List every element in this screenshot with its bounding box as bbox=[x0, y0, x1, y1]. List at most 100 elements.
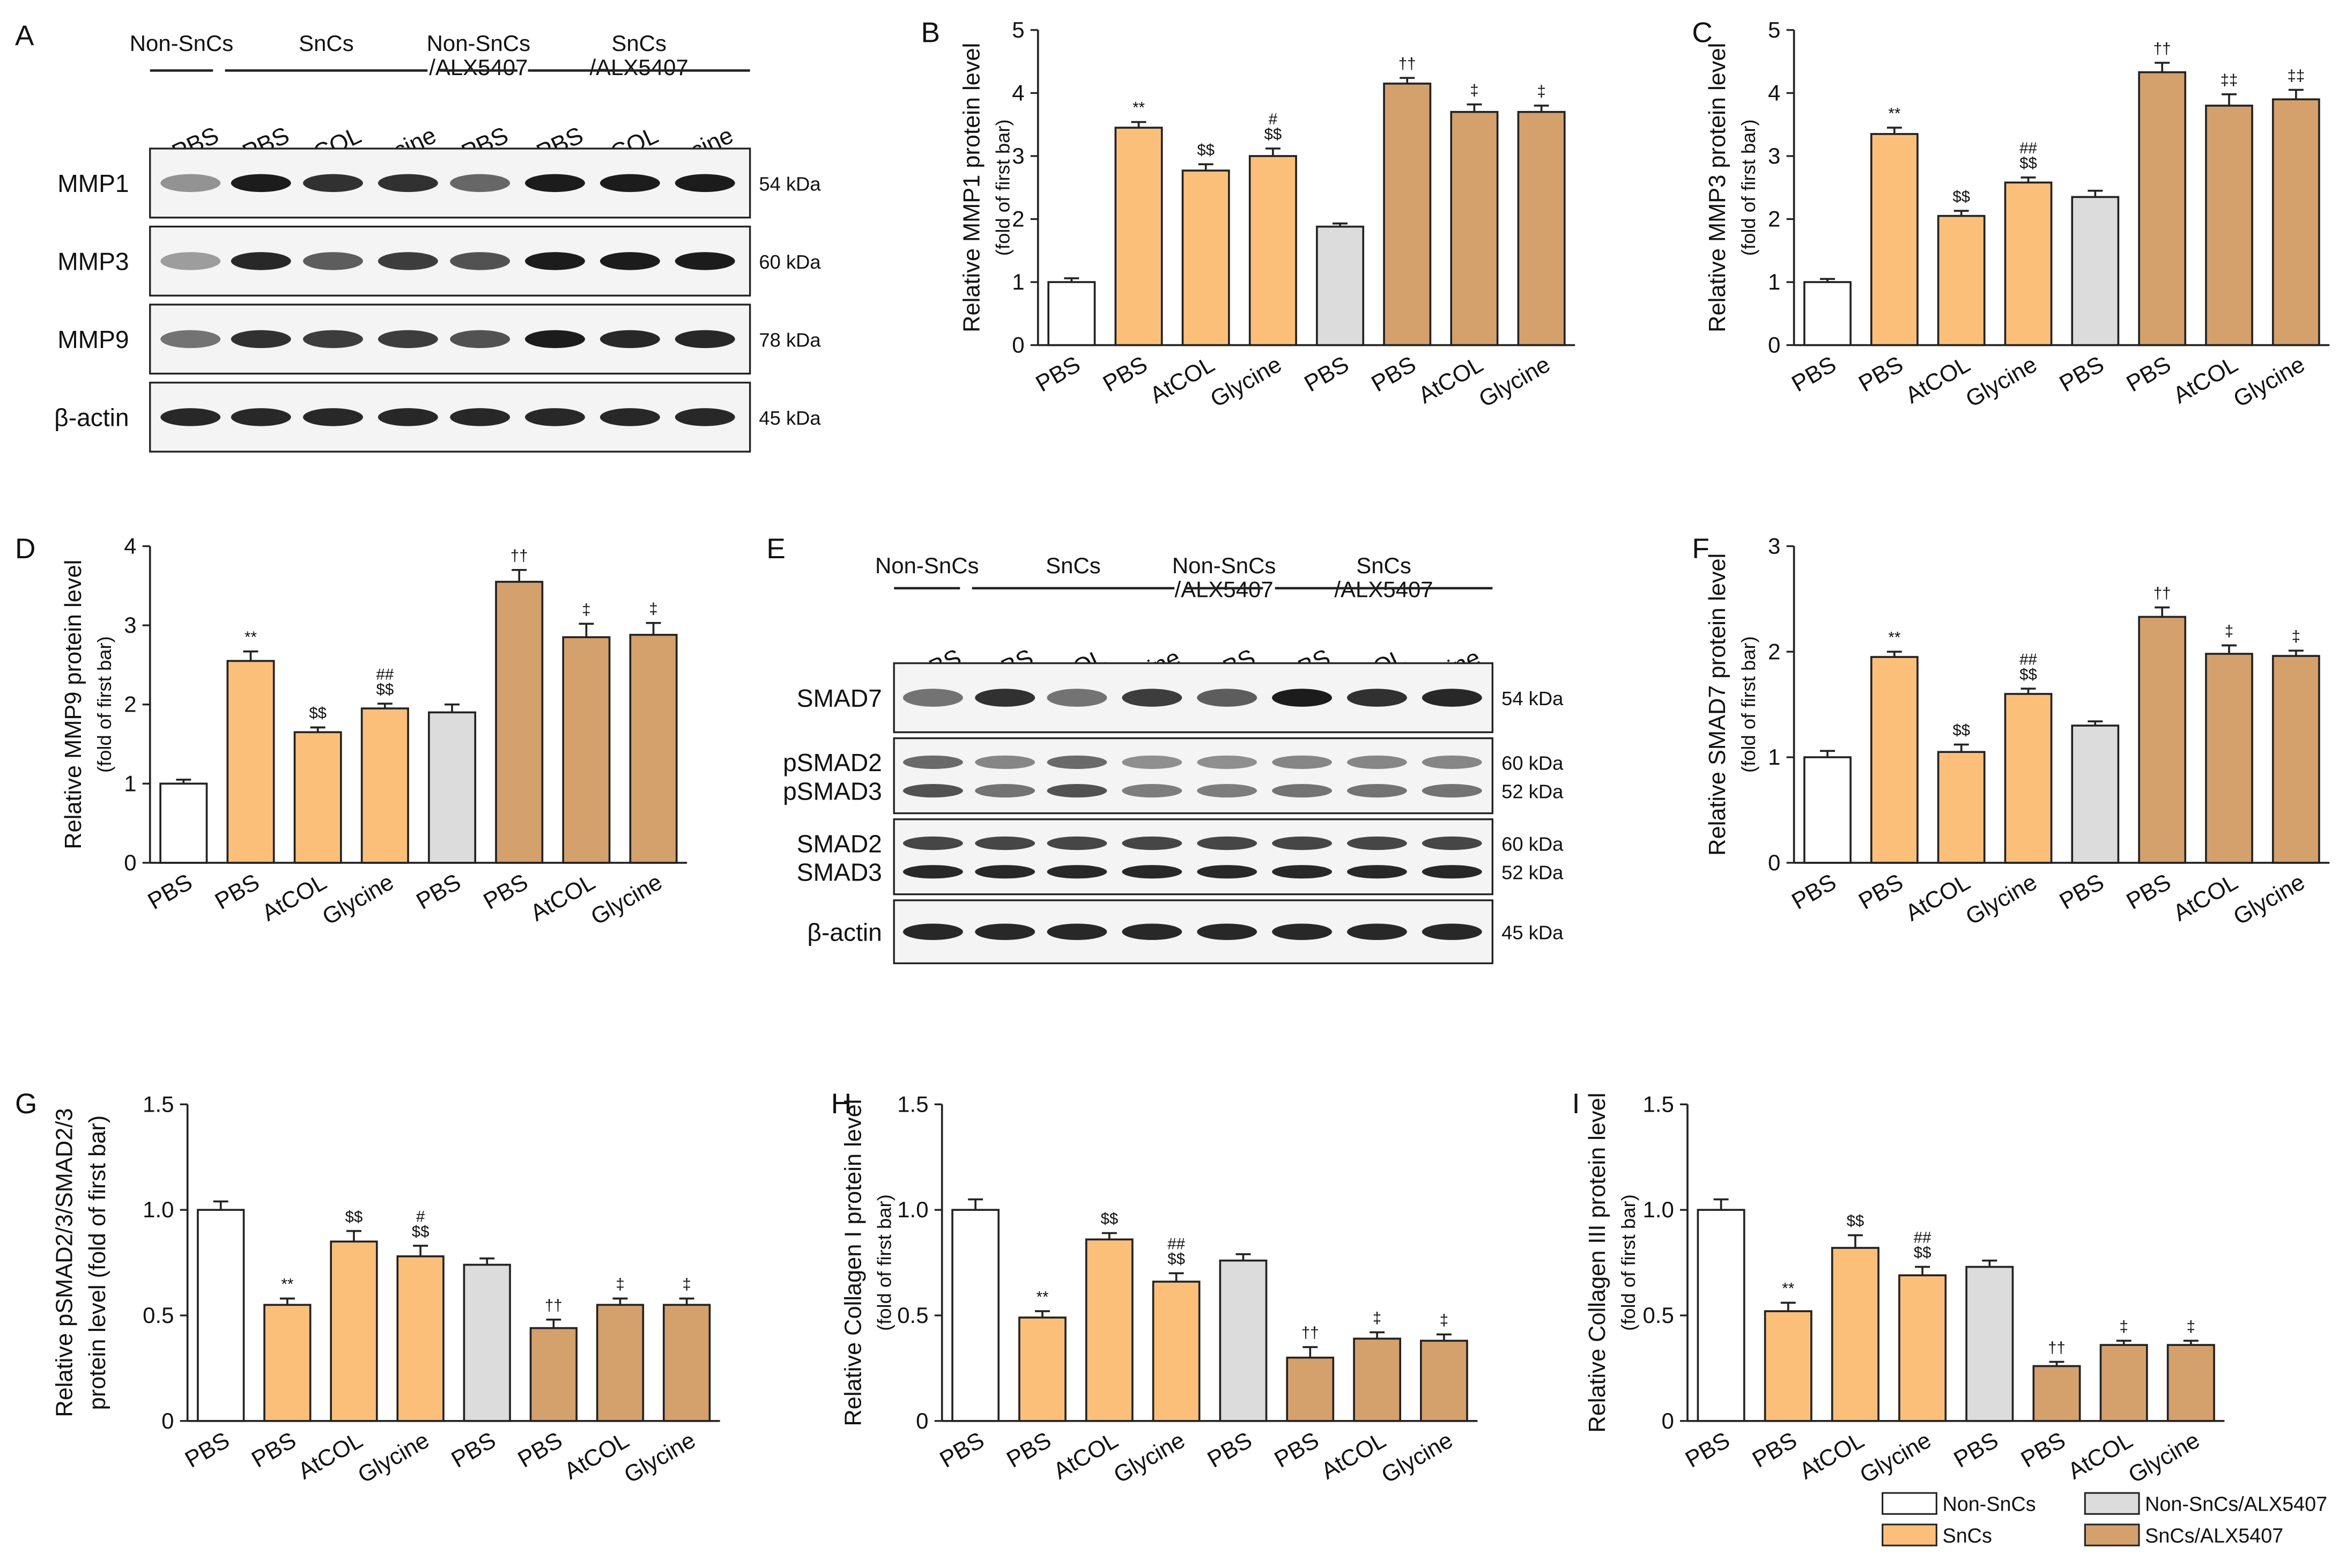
protein-band bbox=[160, 252, 221, 270]
legend-label: SnCs/ALX5407 bbox=[2145, 1525, 2283, 1547]
x-tick-label: AtCOL bbox=[560, 1428, 633, 1485]
significance-mark: ## bbox=[376, 665, 394, 683]
y-tick-label: 3 bbox=[1768, 533, 1780, 558]
y-tick-label: 0 bbox=[1768, 850, 1780, 875]
bar bbox=[396, 1255, 445, 1422]
legend-label: SnCs bbox=[1943, 1525, 1992, 1547]
y-tick-label: 5 bbox=[1768, 17, 1780, 42]
protein-band bbox=[160, 174, 221, 193]
y-axis-label-line2: (fold of first bar) bbox=[1737, 636, 1759, 773]
x-tick-label: PBS bbox=[1203, 1428, 1256, 1473]
bar bbox=[330, 1240, 378, 1422]
protein-band bbox=[231, 174, 291, 193]
y-axis-label-line2: (fold of first bar) bbox=[1617, 1194, 1639, 1331]
protein-band bbox=[1346, 755, 1407, 770]
bar bbox=[596, 1304, 645, 1422]
x-tick-label: PBS bbox=[1854, 351, 1907, 397]
y-tick-label: 1.0 bbox=[1642, 1197, 1674, 1222]
y-tick-label: 0.5 bbox=[897, 1303, 928, 1328]
y-axis-label: Relative MMP9 protein level bbox=[61, 560, 86, 849]
y-axis-label-line2: (fold of first bar) bbox=[1737, 119, 1759, 256]
protein-band bbox=[303, 408, 363, 426]
protein-band bbox=[1346, 784, 1407, 798]
bar bbox=[2205, 653, 2253, 864]
bar bbox=[1152, 1281, 1201, 1422]
protein-band bbox=[902, 784, 963, 798]
protein-band bbox=[1422, 923, 1482, 940]
panel-letter: A bbox=[15, 20, 34, 51]
x-tick-label: PBS bbox=[2122, 351, 2175, 397]
protein-band bbox=[1422, 689, 1482, 707]
protein-band bbox=[902, 923, 963, 940]
bar bbox=[1286, 1356, 1335, 1422]
blot-strip bbox=[893, 818, 1494, 896]
x-tick-label: AtCOL bbox=[1901, 869, 1975, 927]
protein-band bbox=[160, 330, 221, 349]
chart-h: H 0 0.5 1.0 1.5 Relative Collagen I protein l… bbox=[831, 1088, 1478, 1489]
bar bbox=[1831, 1247, 1879, 1422]
x-tick-label: Glycine bbox=[2229, 869, 2309, 930]
group-header: SnCs bbox=[1356, 553, 1411, 578]
protein-band bbox=[1122, 755, 1182, 770]
protein-band bbox=[902, 836, 963, 850]
protein-band bbox=[1346, 865, 1407, 879]
significance-mark: ** bbox=[281, 1276, 293, 1293]
protein-band bbox=[1422, 865, 1482, 879]
x-tick-label: PBS bbox=[1002, 1428, 1055, 1473]
y-axis-label: Relative Collagen I protein level bbox=[841, 1099, 867, 1426]
x-tick-label: AtCOL bbox=[1901, 351, 1975, 409]
x-tick-label: PBS bbox=[447, 1428, 500, 1473]
protein-band bbox=[902, 689, 963, 707]
bar bbox=[159, 782, 208, 864]
group-header: Non-SnCs bbox=[427, 31, 531, 56]
significance-mark: †† bbox=[1301, 1324, 1319, 1342]
y-tick-label: 0 bbox=[1661, 1408, 1674, 1433]
panel-letter: C bbox=[1692, 17, 1712, 48]
significance-mark: $$ bbox=[345, 1208, 363, 1226]
bar bbox=[226, 660, 275, 864]
protein-band bbox=[1197, 923, 1257, 940]
x-tick-label: PBS bbox=[2055, 869, 2108, 915]
protein-band bbox=[1422, 836, 1482, 850]
y-tick-label: 1.5 bbox=[143, 1091, 174, 1116]
bar bbox=[562, 636, 611, 864]
group-header: Non-SnCs bbox=[130, 31, 234, 56]
protein-band bbox=[450, 252, 510, 270]
kda-label: 60 kDa bbox=[1501, 752, 1564, 774]
x-tick-label: PBS bbox=[181, 1428, 234, 1473]
protein-band bbox=[378, 174, 438, 193]
significance-mark: ** bbox=[1888, 629, 1900, 647]
significance-mark: ** bbox=[1782, 1280, 1794, 1298]
bar bbox=[2138, 616, 2187, 864]
x-tick-label: PBS bbox=[1854, 869, 1907, 915]
protein-band bbox=[378, 408, 438, 426]
significance-mark: ‡‡ bbox=[2287, 67, 2305, 85]
protein-label: SMAD7 bbox=[797, 684, 882, 712]
chart-c: C 0 1 2 3 4 5 Relative MMP3 protein level (fold … bbox=[1692, 17, 2330, 412]
protein-band bbox=[1272, 755, 1333, 770]
significance-mark: $$ bbox=[1197, 141, 1215, 159]
kda-label: 60 kDa bbox=[759, 251, 821, 273]
y-tick-label: 0 bbox=[124, 850, 136, 875]
kda-label: 54 kDa bbox=[1501, 687, 1564, 709]
x-tick-label: AtCOL bbox=[294, 1428, 367, 1485]
y-axis-label: Relative pSMAD2/3/SMAD2/3 bbox=[51, 1108, 77, 1417]
x-tick-label: Glycine bbox=[1377, 1428, 1457, 1489]
x-tick-label: Glycine bbox=[1206, 351, 1286, 412]
bar bbox=[629, 633, 678, 864]
bar bbox=[2071, 724, 2120, 864]
significance-mark: # bbox=[416, 1208, 425, 1225]
bar bbox=[2099, 1344, 2148, 1422]
bar bbox=[1316, 225, 1365, 346]
bar bbox=[1450, 110, 1499, 346]
kda-label: 52 kDa bbox=[1501, 862, 1564, 884]
protein-band bbox=[975, 689, 1035, 707]
panel-letter: E bbox=[766, 533, 785, 565]
significance-mark: ## bbox=[1167, 1235, 1185, 1253]
y-tick-label: 0 bbox=[161, 1408, 174, 1433]
significance-mark: $$ bbox=[1100, 1210, 1118, 1228]
y-tick-label: 0 bbox=[916, 1408, 928, 1433]
chart-f: F 0 1 2 3 Relative SMAD7 protein level (fold o… bbox=[1692, 533, 2330, 930]
y-tick-label: 1 bbox=[1012, 269, 1024, 294]
legend-label: Non-SnCs/ALX5407 bbox=[2145, 1493, 2327, 1516]
